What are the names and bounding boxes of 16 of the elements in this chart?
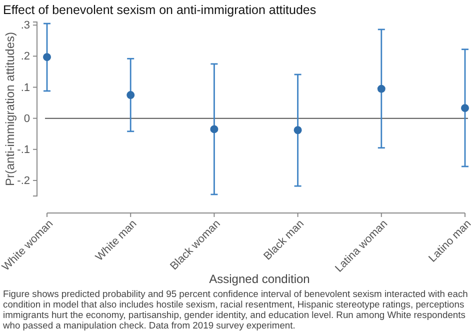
y-tick-label: .1	[20, 82, 30, 94]
chart-title: Effect of benevolent sexism on anti-immigration attitudes	[3, 3, 316, 17]
point	[210, 125, 218, 134]
point	[294, 126, 302, 134]
y-axis-title: Pr(anti-immigration attitudes)	[3, 32, 17, 186]
point	[126, 91, 135, 99]
y-tick-label: .3	[20, 20, 30, 32]
text: Figure shows predicted probability and 95 percent confidence interval of benevolent sexism interacted with each condition in model that also includes hostile sexism, racial resentment, Hispanic stereotype ratings, perceptions immigrants hurt the economy, partisanship, gender identity, and education level. Run among White respondents who passed a manipulation check. Data from 2019 survey experiment.	[2, 288, 468, 330]
y-tick-label: -.2	[17, 174, 30, 187]
point	[461, 104, 469, 112]
x-axis-title: Assigned condition	[209, 272, 310, 286]
y-tick-label: .2	[20, 50, 30, 63]
point	[377, 84, 386, 93]
y-tick-label: -.1	[17, 144, 30, 156]
point	[43, 53, 51, 62]
y-tick-label: 0	[24, 112, 30, 125]
